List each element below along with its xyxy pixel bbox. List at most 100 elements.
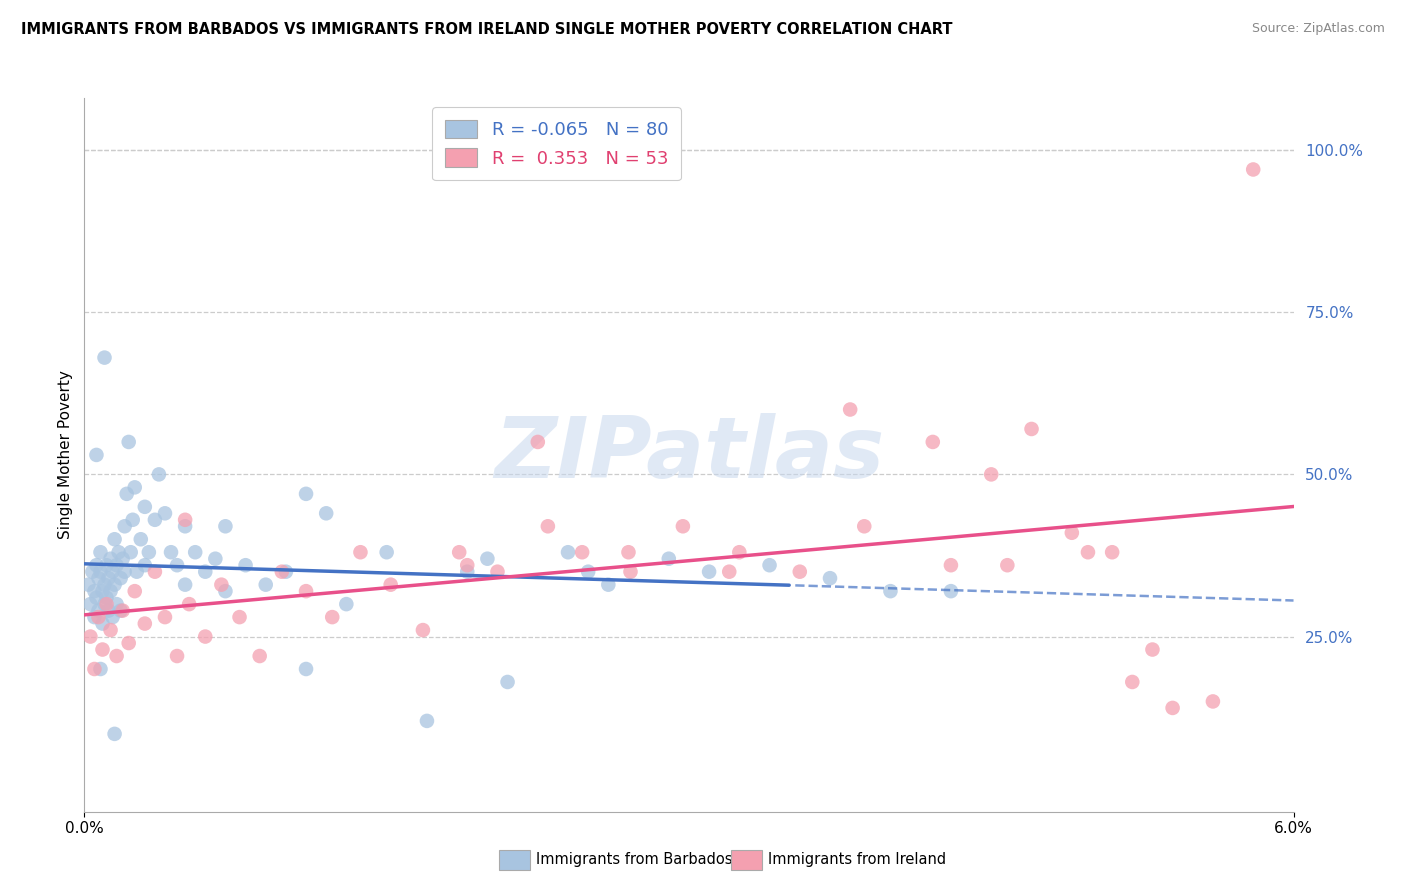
Point <box>79 630 101 644</box>
Point <box>449 545 471 559</box>
Point <box>254 577 277 591</box>
Point <box>111 551 134 566</box>
Point <box>153 610 176 624</box>
Point <box>718 565 741 579</box>
Point <box>537 519 560 533</box>
Point <box>1161 701 1184 715</box>
Point <box>697 565 720 579</box>
Point <box>166 558 188 573</box>
Point <box>1060 525 1083 540</box>
Point <box>134 500 156 514</box>
Point <box>576 565 599 579</box>
Point <box>83 584 105 599</box>
Point <box>93 597 115 611</box>
Point <box>1241 162 1264 177</box>
Point <box>100 551 122 566</box>
Point <box>184 545 207 559</box>
Point <box>114 565 136 579</box>
Point <box>879 584 901 599</box>
Point <box>87 604 110 618</box>
Point <box>79 597 101 611</box>
Point <box>83 610 105 624</box>
Point <box>619 565 641 579</box>
Point <box>100 623 122 637</box>
Point <box>477 551 499 566</box>
Point <box>249 648 271 663</box>
Point <box>1202 694 1225 708</box>
Point <box>839 402 862 417</box>
Point <box>204 551 226 566</box>
Point <box>921 434 943 449</box>
Point <box>728 545 751 559</box>
Text: ZIPatlas: ZIPatlas <box>494 413 884 497</box>
Point <box>110 571 132 585</box>
Text: Source: ZipAtlas.com: Source: ZipAtlas.com <box>1251 22 1385 36</box>
Point <box>179 597 201 611</box>
Point <box>1142 642 1164 657</box>
Point <box>412 623 434 637</box>
Point <box>789 565 811 579</box>
Point <box>672 519 695 533</box>
Point <box>853 519 876 533</box>
Point <box>209 577 232 591</box>
Point <box>101 565 124 579</box>
Point <box>1021 422 1043 436</box>
Point <box>194 630 217 644</box>
Point <box>124 480 146 494</box>
Point <box>91 616 114 631</box>
Point <box>214 584 236 599</box>
Point <box>335 597 357 611</box>
Point <box>115 487 138 501</box>
Point <box>375 545 398 559</box>
Point <box>818 571 841 585</box>
Point <box>105 558 128 573</box>
Point <box>124 584 146 599</box>
Point <box>143 565 166 579</box>
Point <box>129 533 152 547</box>
Point <box>97 604 120 618</box>
Point <box>118 636 141 650</box>
Point <box>101 610 124 624</box>
Point <box>496 675 519 690</box>
Point <box>758 558 780 573</box>
Point <box>295 662 318 676</box>
Point <box>349 545 371 559</box>
Point <box>104 533 127 547</box>
Point <box>557 545 579 559</box>
Point <box>93 577 115 591</box>
Point <box>96 597 118 611</box>
Point <box>89 565 111 579</box>
Point <box>174 519 197 533</box>
Point <box>104 577 127 591</box>
Point <box>77 577 100 591</box>
Point <box>86 591 108 605</box>
Point <box>174 513 197 527</box>
Point <box>486 565 509 579</box>
Point <box>82 565 104 579</box>
Y-axis label: Single Mother Poverty: Single Mother Poverty <box>58 370 73 540</box>
Point <box>143 513 166 527</box>
Point <box>598 577 620 591</box>
Legend: R = -0.065   N = 80, R =  0.353   N = 53: R = -0.065 N = 80, R = 0.353 N = 53 <box>432 107 681 180</box>
Point <box>104 727 127 741</box>
Point <box>456 558 478 573</box>
Point <box>97 571 120 585</box>
Point <box>1077 545 1099 559</box>
Point <box>315 506 337 520</box>
Point <box>456 565 478 579</box>
Point <box>91 584 114 599</box>
Point <box>658 551 681 566</box>
Point <box>87 610 110 624</box>
Point <box>228 610 250 624</box>
Point <box>153 506 176 520</box>
Point <box>121 513 143 527</box>
Point <box>1101 545 1123 559</box>
Point <box>86 558 108 573</box>
Point <box>939 584 962 599</box>
Point <box>134 558 156 573</box>
Point <box>107 545 129 559</box>
Point <box>138 545 160 559</box>
Text: Immigrants from Ireland: Immigrants from Ireland <box>768 853 946 867</box>
Point <box>617 545 640 559</box>
Point <box>174 577 197 591</box>
